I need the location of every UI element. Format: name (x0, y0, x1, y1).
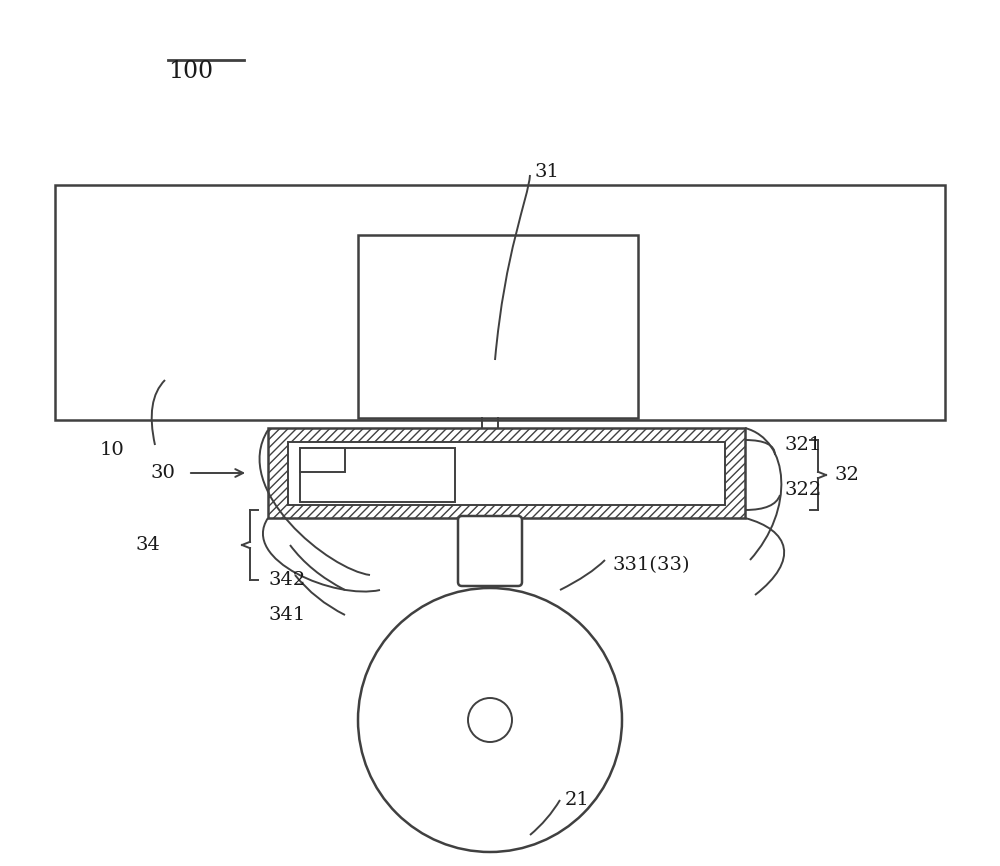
Text: 341: 341 (268, 606, 305, 624)
Bar (268, 428, 745, 518)
Text: 342: 342 (268, 571, 305, 589)
Text: 10: 10 (100, 441, 125, 459)
Text: 331(33): 331(33) (612, 556, 690, 574)
Bar (358, 235, 638, 418)
Bar (300, 448, 345, 472)
Bar (288, 442, 725, 505)
Circle shape (468, 698, 512, 742)
Circle shape (358, 588, 622, 852)
Text: 322: 322 (785, 481, 822, 499)
Text: 32: 32 (835, 466, 860, 484)
Text: 21: 21 (565, 791, 590, 809)
Text: 321: 321 (785, 436, 822, 454)
Bar (300, 448, 455, 502)
Text: 30: 30 (150, 464, 175, 482)
FancyBboxPatch shape (458, 516, 522, 586)
Text: 31: 31 (535, 163, 560, 181)
Bar (55, 185, 945, 420)
Text: 100: 100 (168, 60, 213, 83)
Text: 34: 34 (135, 536, 160, 554)
